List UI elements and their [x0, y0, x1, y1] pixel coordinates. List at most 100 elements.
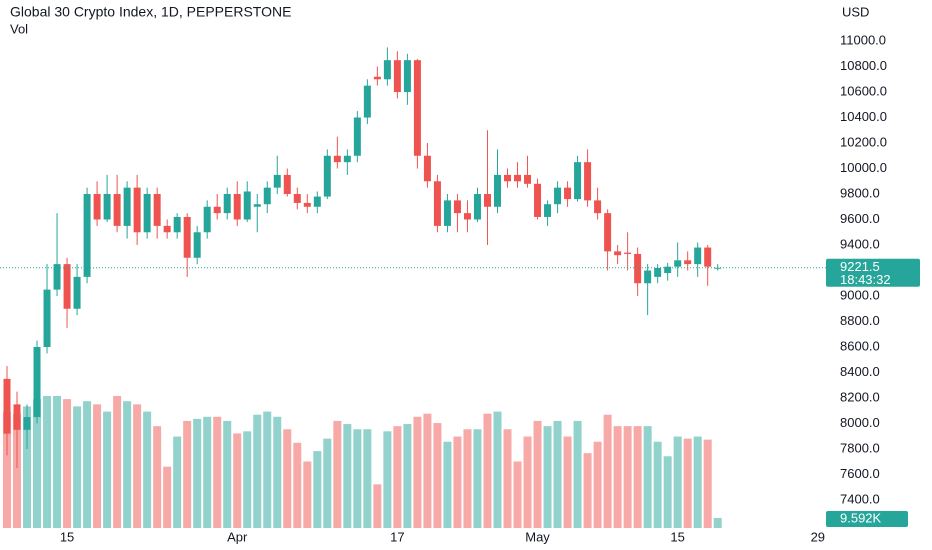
candle-body [113, 194, 121, 226]
volume-bar [503, 429, 512, 528]
candle-body [564, 187, 572, 200]
volume-bar [243, 431, 252, 528]
y-tick-label: 10000.0 [840, 160, 887, 175]
candle-body [453, 200, 461, 214]
candle-body [674, 260, 682, 267]
candle-body [624, 252, 632, 254]
volume-badge [826, 511, 908, 528]
volume-bar [473, 429, 482, 528]
volume-bar [653, 441, 662, 528]
volume-bar [213, 416, 222, 528]
y-tick-label: 8600.0 [840, 338, 880, 353]
candle-body [53, 264, 61, 290]
volume-bar [593, 441, 602, 528]
y-tick-label: 10200.0 [840, 134, 887, 149]
volume-bar [273, 416, 282, 528]
volume-bar [263, 411, 272, 528]
y-tick-label: 9600.0 [840, 211, 880, 226]
candle-body [3, 378, 11, 434]
candle-body [554, 187, 562, 205]
candle-body [263, 187, 271, 205]
volume-bar [193, 418, 202, 528]
volume-bar [453, 436, 462, 528]
candle-body [123, 187, 131, 226]
candle-body [373, 76, 381, 80]
volume-bar [43, 396, 52, 528]
candle-body [644, 270, 652, 284]
candle-body [383, 60, 391, 80]
y-tick-label: 8000.0 [840, 415, 880, 430]
y-tick-label: 7400.0 [840, 491, 880, 506]
candle-body [133, 187, 141, 233]
volume-bar [183, 420, 192, 528]
candle-body [13, 404, 21, 430]
candle-body [493, 174, 501, 207]
candle-body [193, 232, 201, 258]
candle-body [443, 200, 451, 226]
volume-bar [333, 420, 342, 528]
volume-bar [223, 420, 232, 528]
candle-body [604, 213, 612, 252]
volume-bar [253, 414, 262, 528]
volume-bar [683, 438, 692, 528]
currency-label: USD [842, 4, 869, 19]
volume-bar [403, 424, 412, 528]
candle-body [213, 206, 221, 214]
volume-bar [173, 436, 182, 528]
volume-bar [423, 413, 432, 528]
last-price-badge [826, 258, 920, 287]
x-tick-label: May [525, 529, 550, 544]
volume-bar [673, 436, 682, 528]
volume-bar [483, 413, 492, 528]
y-tick-label: 10800.0 [840, 58, 887, 73]
volume-bar [413, 416, 422, 528]
volume-bar [323, 438, 332, 528]
candle-body [243, 191, 251, 220]
volume-bar [303, 461, 312, 528]
candle-body [343, 155, 351, 163]
candle-body [473, 194, 481, 220]
volume-bar [543, 426, 552, 528]
volume-bar [153, 426, 162, 528]
candle-body [173, 216, 181, 233]
candle-body [544, 204, 552, 217]
volume-bar [613, 426, 622, 528]
candle-body [153, 194, 161, 226]
volume-bar [63, 399, 72, 528]
candle-body [423, 155, 431, 182]
candle-body [463, 213, 471, 220]
candle-body [253, 204, 261, 207]
candle-body [203, 206, 211, 233]
candle-body [363, 85, 371, 118]
volume-bar [523, 436, 532, 528]
candle-body [634, 253, 642, 284]
volume-bar [123, 401, 132, 528]
countdown-label: 18:43:32 [840, 272, 891, 287]
y-tick-label: 11000.0 [840, 32, 886, 47]
volume-bar [443, 441, 452, 528]
candle-body [574, 162, 582, 200]
y-tick-label: 7800.0 [840, 440, 880, 455]
volume-bar [633, 426, 642, 528]
volume-bar [713, 518, 722, 528]
volume-bar [73, 406, 82, 528]
candle-body [73, 276, 81, 309]
volume-bar [493, 411, 502, 528]
volume-bar [203, 416, 212, 528]
candle-body [163, 225, 171, 233]
y-tick-label: 10600.0 [840, 83, 887, 98]
x-tick-label: 15 [670, 529, 684, 544]
candle-body [413, 60, 421, 156]
volume-bar [293, 442, 302, 528]
volume-bar [3, 411, 11, 528]
candle-body [504, 174, 511, 182]
volume-bar [383, 431, 392, 528]
y-axis: 7400.0 7600.0 7800.0 8000.0 8200.0 8400.0 8600… [826, 32, 920, 528]
volume-bar [433, 423, 442, 528]
volume-bar [93, 404, 102, 528]
volume-bar [393, 426, 402, 528]
volume-bar [583, 453, 592, 528]
candle-body [233, 194, 241, 220]
plot-area [0, 47, 826, 528]
